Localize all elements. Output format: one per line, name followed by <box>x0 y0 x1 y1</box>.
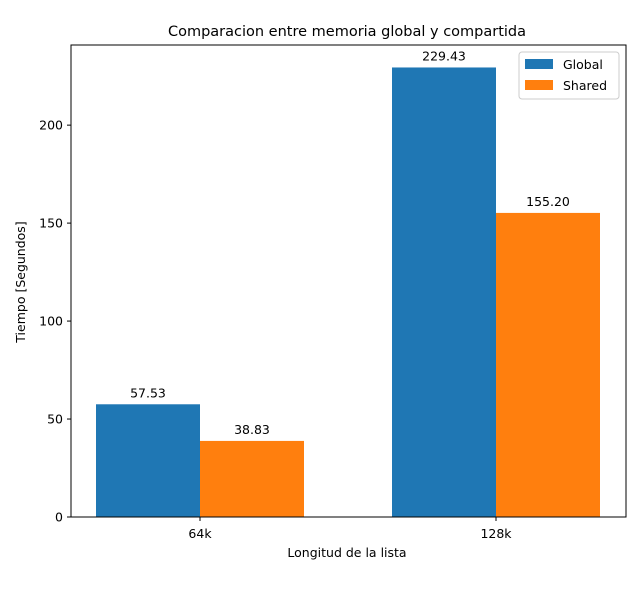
x-tick-label: 64k <box>188 526 212 541</box>
bar-shared <box>496 212 600 518</box>
y-tick-label: 50 <box>47 412 63 427</box>
data-label: 155.20 <box>526 194 570 209</box>
plot-area: 57.53 229.43 38.83 155.20 <box>96 48 600 518</box>
bar-shared <box>200 440 304 517</box>
legend-label: Shared <box>563 78 607 93</box>
axes: 64k 128k 0 50 100 150 200 <box>39 44 627 541</box>
legend-label: Global <box>563 57 603 72</box>
data-label: 57.53 <box>130 385 166 400</box>
data-label: 38.83 <box>234 422 270 437</box>
y-tick-label: 0 <box>55 510 63 525</box>
bar-global <box>96 404 200 517</box>
legend-swatch-shared <box>525 80 553 90</box>
chart-title: Comparacion entre memoria global y compa… <box>168 24 526 40</box>
data-label: 229.43 <box>422 48 466 63</box>
x-tick-label: 128k <box>480 526 512 541</box>
legend-swatch-global <box>525 59 553 69</box>
y-axis-label: Tiempo [Segundos] <box>13 221 28 343</box>
y-tick-label: 150 <box>39 216 63 231</box>
bar-global <box>392 67 496 517</box>
axes-frame <box>70 44 627 518</box>
y-tick-label: 200 <box>39 118 63 133</box>
legend: Global Shared <box>518 51 620 100</box>
x-axis-label: Longitud de la lista <box>287 545 406 560</box>
y-tick-label: 100 <box>39 314 63 329</box>
